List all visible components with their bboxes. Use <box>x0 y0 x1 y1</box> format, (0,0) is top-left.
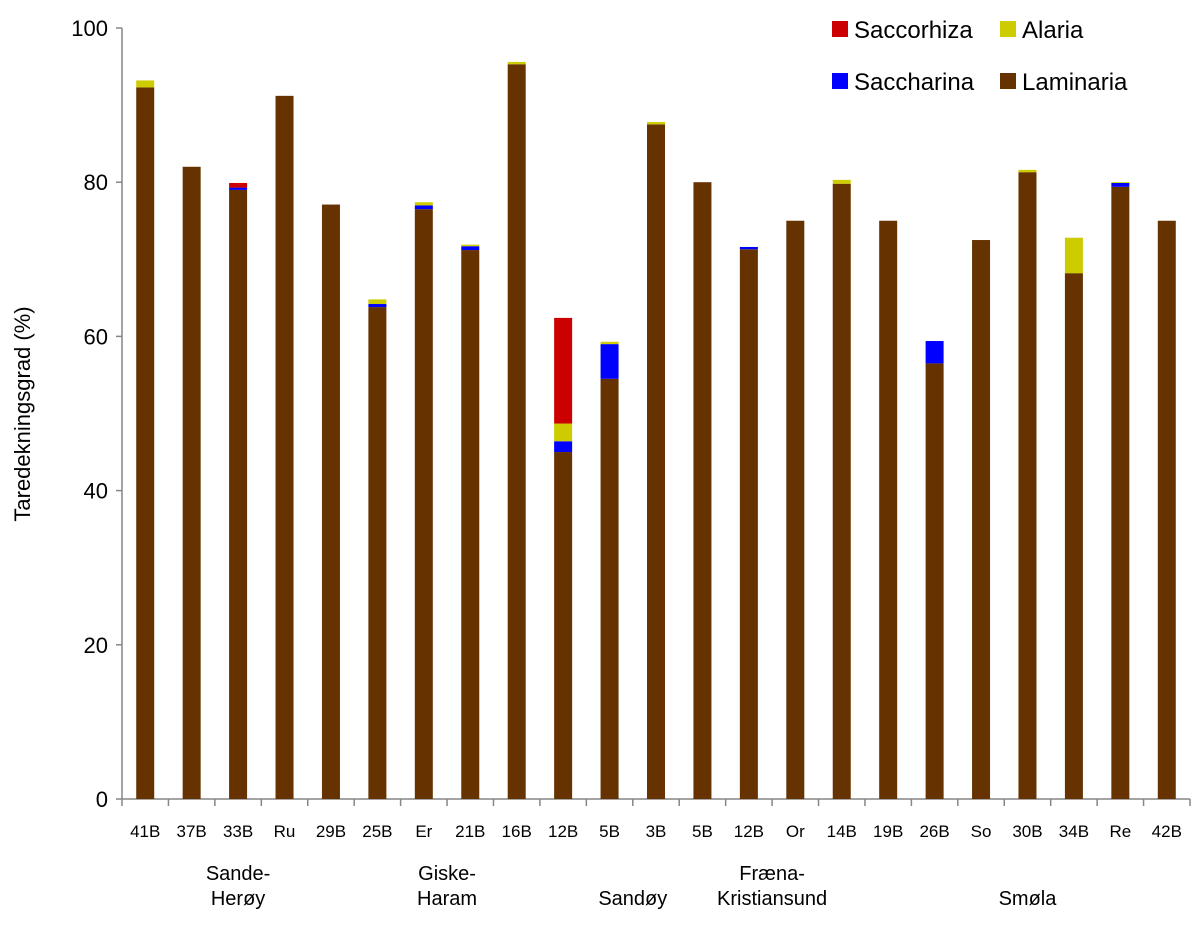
group-label: Fræna- <box>739 863 805 885</box>
bar-segment-saccharina <box>1111 182 1130 187</box>
bar-segment-laminaria <box>414 209 433 799</box>
bar-segment-alaria <box>1111 182 1130 183</box>
bar-segment-laminaria <box>600 378 619 799</box>
legend-label: Saccorhiza <box>854 17 973 44</box>
bar-segment-saccharina <box>229 187 248 190</box>
x-tick-label: Er <box>415 822 432 841</box>
x-tick-label: 41B <box>130 822 160 841</box>
group-labels: Sande- Herøy Giske- Haram Sandøy Fræna- Kristi… <box>206 863 1057 910</box>
bar-segment-alaria <box>554 423 573 442</box>
x-tick-label: So <box>971 822 992 841</box>
x-tick-label: Ru <box>274 822 296 841</box>
bar-segment-laminaria <box>879 220 898 799</box>
legend-label: Alaria <box>1022 17 1084 44</box>
bar-segment-alaria <box>647 122 665 125</box>
x-tick-label: 37B <box>177 822 207 841</box>
bar-segment-laminaria <box>1111 186 1130 800</box>
bar-segment-alaria <box>368 299 387 305</box>
x-tick-label: 26B <box>919 822 949 841</box>
bar-segment-saccharina <box>368 304 387 308</box>
bar-segment-saccorhiza <box>554 317 573 424</box>
bar-segment-laminaria <box>275 95 294 799</box>
bar-segment-laminaria <box>1157 220 1176 799</box>
x-tick-label: 12B <box>548 822 578 841</box>
y-tick-label: 80 <box>84 170 108 195</box>
bar-segment-laminaria <box>136 87 155 799</box>
bar-segment-alaria <box>507 61 526 65</box>
bar-segment-saccharina <box>554 441 573 453</box>
group-label: Sande- <box>206 863 271 885</box>
bar-segment-alaria <box>600 341 619 345</box>
x-tick-label: 19B <box>873 822 903 841</box>
x-tick-label: 3B <box>646 822 667 841</box>
y-tick-label: 40 <box>84 479 108 504</box>
bar-segment-laminaria <box>972 240 991 799</box>
y-tick-label: 0 <box>96 787 108 812</box>
x-tick-label: 5B <box>692 822 713 841</box>
y-tick-label: 100 <box>71 16 108 41</box>
bar-segment-alaria <box>832 179 851 184</box>
bar-segment-laminaria <box>461 250 480 800</box>
bar-segment-saccorhiza <box>229 182 248 188</box>
legend-swatch <box>1000 73 1016 89</box>
legend-label: Saccharina <box>854 69 975 96</box>
y-tick-label: 60 <box>84 324 108 349</box>
bar-segment-saccharina <box>600 344 619 379</box>
bars-layer <box>136 61 1176 800</box>
x-tick-label: Re <box>1109 822 1131 841</box>
legend-swatch <box>832 73 848 89</box>
bar-segment-laminaria <box>368 307 387 799</box>
group-label: Sandøy <box>598 888 667 910</box>
x-tick-label: 25B <box>362 822 392 841</box>
bar-segment-laminaria <box>739 249 758 800</box>
y-axis-label: Taredekningsgrad (%) <box>10 306 35 521</box>
group-label: Giske- <box>418 863 476 885</box>
bar-segment-laminaria <box>1018 172 1037 799</box>
x-tick-label: 29B <box>316 822 346 841</box>
x-tick-label: 16B <box>502 822 532 841</box>
group-label: Haram <box>417 888 477 910</box>
bar-segment-saccharina <box>739 246 758 250</box>
legend-swatch <box>1000 21 1016 37</box>
bar-segment-laminaria <box>647 124 665 799</box>
bar-segment-laminaria <box>507 64 526 799</box>
bar-segment-saccharina <box>925 341 944 364</box>
group-label: Herøy <box>211 888 265 910</box>
bar-segment-laminaria <box>1064 273 1083 800</box>
bar-segment-laminaria <box>554 452 573 799</box>
x-tick-label: 30B <box>1012 822 1042 841</box>
x-tick-label: 42B <box>1152 822 1182 841</box>
x-tick-label: 14B <box>827 822 857 841</box>
x-axis-ticks: 41B 37B 33B Ru 29B 25B Er 21B 16B 12B 5B 3B 5B 12B Or 1… <box>121 799 1191 841</box>
bar-segment-laminaria <box>321 204 340 799</box>
bar-segment-saccharina <box>414 205 433 210</box>
legend-swatch <box>832 21 848 37</box>
legend: Saccorhiza Alaria Saccharina Laminaria <box>832 17 1128 96</box>
x-tick-label: 34B <box>1059 822 1089 841</box>
group-label: Smøla <box>999 888 1058 910</box>
legend-label: Laminaria <box>1022 69 1128 96</box>
x-tick-label: 21B <box>455 822 485 841</box>
bar-segment-alaria <box>461 244 480 247</box>
bar-segment-laminaria <box>693 182 712 799</box>
bar-segment-laminaria <box>832 183 851 799</box>
bar-segment-alaria <box>414 202 433 206</box>
bar-segment-laminaria <box>229 189 248 799</box>
bar-segment-saccharina <box>461 246 480 251</box>
y-axis-ticks: 0 20 40 60 80 100 <box>71 16 122 812</box>
bar-segment-alaria <box>1018 169 1037 173</box>
x-tick-label: Or <box>786 822 805 841</box>
bar-segment-laminaria <box>182 166 201 799</box>
bar-segment-alaria <box>136 80 155 88</box>
bar-segment-laminaria <box>786 220 805 799</box>
bar-segment-alaria <box>1064 237 1083 274</box>
group-label: Kristiansund <box>717 888 827 910</box>
x-tick-label: 33B <box>223 822 253 841</box>
bar-segment-laminaria <box>925 363 944 799</box>
y-tick-label: 20 <box>84 633 108 658</box>
x-tick-label: 5B <box>599 822 620 841</box>
x-tick-label: 12B <box>734 822 764 841</box>
